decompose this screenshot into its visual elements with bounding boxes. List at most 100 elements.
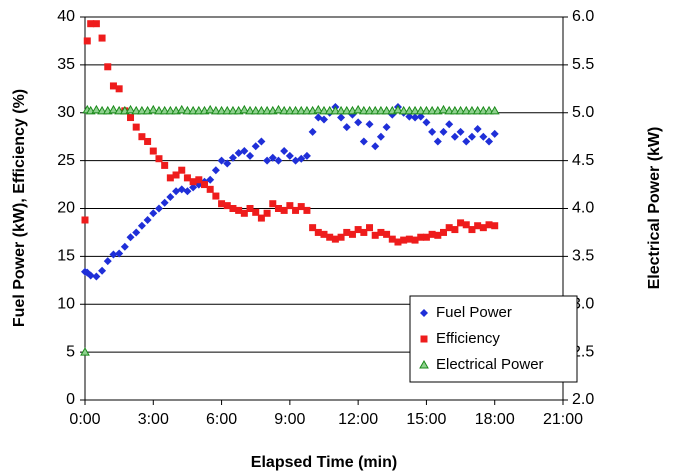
point <box>474 222 482 230</box>
point <box>382 123 391 132</box>
x-axis-label: Elapsed Time (min) <box>251 454 397 471</box>
point <box>421 105 432 115</box>
point <box>109 250 118 259</box>
point <box>98 266 107 275</box>
point <box>313 104 324 114</box>
point <box>159 105 170 115</box>
point <box>365 120 374 129</box>
point <box>416 112 425 121</box>
point <box>211 166 220 175</box>
x-tick-label: 15:00 <box>406 411 446 428</box>
point <box>286 202 294 210</box>
point <box>176 104 187 114</box>
point <box>92 272 101 281</box>
point <box>182 105 193 115</box>
point <box>330 105 341 115</box>
legend-label: Electrical Power <box>436 356 544 373</box>
point <box>400 236 408 244</box>
point <box>290 105 301 115</box>
point <box>433 137 442 146</box>
point <box>218 200 226 208</box>
point <box>137 105 147 115</box>
point <box>489 105 500 115</box>
point <box>161 161 169 169</box>
y2-tick-label: 2.5 <box>572 343 594 360</box>
point <box>450 132 459 141</box>
point <box>154 105 164 115</box>
y2-tick-label: 3.0 <box>572 295 594 312</box>
point <box>120 242 129 251</box>
point <box>279 105 290 115</box>
point <box>178 166 186 174</box>
point <box>148 104 159 114</box>
point <box>144 137 152 145</box>
point <box>205 104 216 114</box>
point <box>212 192 220 200</box>
point <box>132 228 141 237</box>
point <box>485 221 493 229</box>
point <box>324 105 335 115</box>
point <box>138 133 146 141</box>
point <box>462 221 470 229</box>
point <box>137 221 146 230</box>
point <box>450 105 460 115</box>
point <box>126 233 135 242</box>
point <box>189 183 198 192</box>
point <box>285 151 294 160</box>
point <box>457 219 465 227</box>
x-tick-label: 18:00 <box>475 411 515 428</box>
y2-tick-label: 4.5 <box>572 152 594 169</box>
point <box>216 105 227 115</box>
point <box>86 271 95 280</box>
point <box>223 202 231 210</box>
y-tick-label: 20 <box>57 200 75 217</box>
point <box>394 238 402 246</box>
point <box>80 347 90 356</box>
point <box>415 105 426 115</box>
point <box>331 235 339 243</box>
point <box>337 113 346 122</box>
point <box>478 105 489 115</box>
point <box>358 105 369 115</box>
point <box>404 105 415 115</box>
point <box>131 105 142 115</box>
point <box>297 154 306 163</box>
point <box>115 249 124 258</box>
point <box>83 37 91 45</box>
point <box>154 204 163 213</box>
point <box>302 105 312 115</box>
legend-marker <box>420 309 428 317</box>
y2-tick-label: 2.0 <box>572 391 594 408</box>
point <box>320 230 328 238</box>
point <box>246 205 254 212</box>
point <box>223 159 232 168</box>
point <box>292 206 300 214</box>
y-tick-label: 25 <box>57 152 75 169</box>
point <box>417 233 425 241</box>
y2-tick-label: 3.5 <box>572 248 594 265</box>
point <box>239 104 250 114</box>
point <box>222 105 233 115</box>
point <box>337 233 345 241</box>
legend-marker <box>419 359 429 369</box>
point <box>256 105 267 115</box>
point <box>381 105 392 115</box>
point <box>455 105 466 115</box>
point <box>445 224 453 232</box>
point <box>405 112 414 121</box>
point <box>211 105 221 115</box>
y2-tick-label: 6.0 <box>572 8 594 25</box>
point <box>303 206 311 214</box>
point <box>155 155 163 163</box>
point <box>467 132 476 141</box>
point <box>228 153 237 162</box>
point <box>87 20 95 28</box>
point <box>371 142 380 151</box>
point <box>473 125 482 134</box>
point <box>132 123 140 131</box>
point <box>92 20 100 28</box>
point <box>302 151 311 160</box>
point <box>189 178 197 186</box>
point <box>252 208 260 216</box>
point <box>462 137 471 146</box>
